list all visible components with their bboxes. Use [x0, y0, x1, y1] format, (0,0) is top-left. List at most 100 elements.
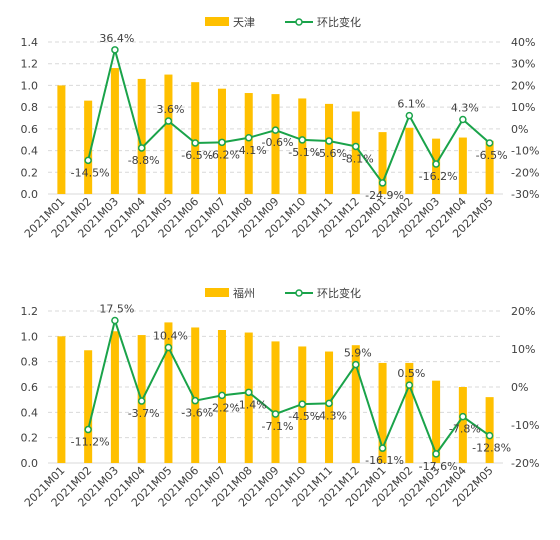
line-point [298, 400, 307, 408]
bar [298, 98, 307, 194]
bar [458, 137, 467, 194]
line-point [218, 138, 226, 147]
data-label: -7.1% [262, 420, 294, 433]
legend-bar-swatch [205, 17, 229, 26]
left-axis-tick: 0.2 [21, 166, 39, 179]
line-point [459, 412, 467, 421]
data-label: -0.6% [262, 136, 294, 149]
line-point [191, 396, 199, 405]
right-axis-tick: 0% [511, 123, 528, 136]
bar [378, 362, 387, 463]
left-axis-tick: 0.6 [21, 381, 39, 394]
legend-line-label: 环比变化 [317, 286, 361, 300]
data-label: 17.5% [99, 303, 134, 316]
line-point [164, 343, 173, 352]
bar [405, 362, 414, 463]
bar [325, 351, 334, 463]
bar [164, 322, 173, 463]
data-label: -4.5% [288, 410, 320, 423]
bar [405, 127, 414, 194]
left-axis-tick: 1.2 [21, 58, 39, 71]
bar [351, 111, 360, 194]
bar [271, 94, 280, 194]
data-label: -14.5% [71, 166, 110, 179]
series-line [87, 49, 491, 185]
left-axis-tick: 0.4 [21, 406, 39, 419]
line-point [218, 391, 226, 400]
data-label: 36.4% [99, 32, 134, 45]
data-label: -2.2% [208, 401, 240, 414]
chart-2: 0.00.20.40.60.81.01.2-20%-10%0%10%20%202… [21, 286, 540, 510]
line-point [111, 46, 119, 54]
right-axis-tick: 40% [511, 36, 535, 49]
bar [84, 100, 93, 194]
left-axis-tick: 1.4 [21, 36, 39, 49]
left-axis-tick: 0.4 [21, 145, 39, 158]
data-label: -8.8% [128, 154, 160, 167]
line-point [352, 142, 360, 151]
data-label: -3.7% [128, 407, 160, 420]
data-label: 4.3% [451, 102, 479, 115]
legend-line-marker [295, 18, 303, 26]
line-point [191, 139, 199, 147]
data-label: -16.2% [419, 170, 458, 183]
bar [271, 341, 280, 463]
line-point [432, 160, 440, 168]
legend-bar-label: 天津 [233, 16, 255, 29]
right-axis-tick: 10% [511, 101, 535, 114]
bar [110, 331, 119, 463]
right-axis-tick: 10% [511, 343, 535, 356]
data-label: 3.6% [156, 103, 184, 116]
data-label: -1.4% [235, 398, 267, 411]
left-axis-tick: 1.2 [21, 305, 39, 318]
right-axis-tick: -20% [511, 457, 539, 470]
line-point [352, 360, 360, 369]
right-axis-tick: -10% [511, 145, 539, 158]
legend-line-label: 环比变化 [317, 15, 361, 29]
bar [432, 380, 441, 463]
chart-1: 0.0 0.2 0.4 0.6 0.8 1.0 1.2 1.4 -30% -20% -10% 0% 10… [21, 15, 540, 241]
line-point [271, 126, 280, 134]
left-axis-tick: 1.0 [21, 79, 39, 92]
data-label: 6.1% [397, 98, 425, 111]
right-axis-tick: 0% [511, 381, 528, 394]
data-label: -17.6% [419, 460, 458, 473]
data-label: -3.6% [181, 407, 213, 420]
line-point [378, 444, 387, 452]
data-label: -7.8% [449, 423, 481, 436]
line-point [405, 111, 414, 120]
right-axis-tick: 20% [511, 305, 535, 318]
right-axis-tick: 20% [511, 79, 535, 92]
left-axis-tick: 0.0 [21, 188, 39, 201]
line-point [325, 137, 333, 145]
data-label: 0.5% [397, 367, 425, 380]
line-point [298, 136, 307, 144]
right-axis-tick: 30% [511, 58, 535, 71]
data-label: -12.8% [472, 442, 511, 455]
bar [191, 327, 200, 463]
right-axis-tick: -10% [511, 419, 539, 432]
line-point [485, 139, 494, 147]
line-point [405, 381, 414, 389]
line-point [137, 397, 146, 405]
line-point [378, 179, 387, 187]
data-label: -11.2% [71, 436, 110, 449]
data-label: 5.9% [344, 347, 372, 360]
left-axis-tick: 0.6 [21, 123, 39, 136]
legend-bar-label: 福州 [233, 286, 255, 300]
bar [485, 140, 494, 194]
data-label: -5.6% [315, 147, 347, 160]
line-point [137, 144, 146, 152]
line-point [459, 115, 467, 124]
bar [244, 93, 253, 194]
left-axis-tick: 0.0 [21, 457, 39, 470]
left-axis-tick: 1.0 [21, 330, 39, 343]
bar [57, 336, 66, 463]
left-axis-tick: 0.8 [21, 101, 39, 114]
right-axis-tick: -20% [511, 166, 539, 179]
data-label: -4.3% [315, 409, 347, 422]
line-point [485, 431, 494, 440]
bar [485, 397, 494, 463]
bar [378, 132, 387, 194]
